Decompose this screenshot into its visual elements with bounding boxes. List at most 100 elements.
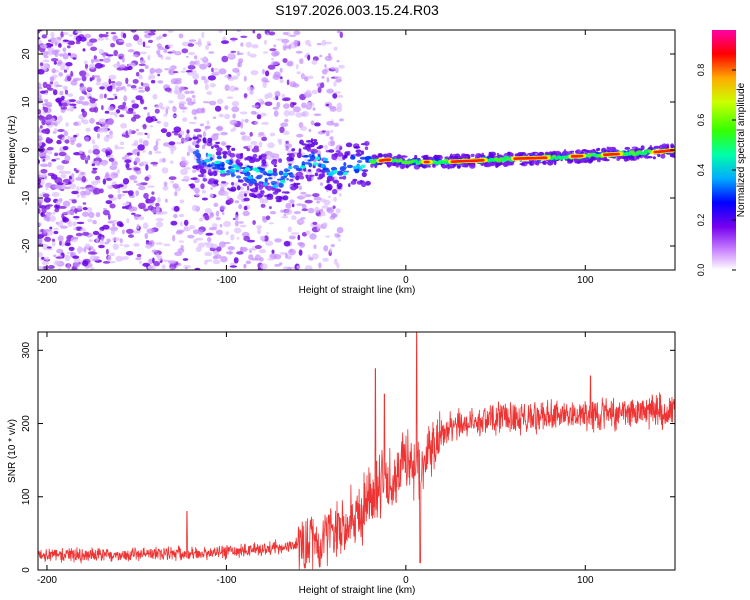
noise-blob (304, 199, 313, 204)
noise-blob (245, 41, 253, 48)
noise-blob (248, 248, 256, 251)
ridge-blob (669, 153, 674, 158)
noise-blob (60, 31, 64, 38)
noise-blob (322, 257, 329, 262)
noise-blob (279, 262, 283, 266)
ridge-blob (308, 153, 312, 158)
noise-blob (53, 61, 57, 65)
noise-blob (280, 122, 289, 127)
ridge-blob (261, 168, 266, 171)
noise-blob (258, 132, 265, 136)
noise-blob (125, 228, 134, 234)
spectrogram-x-label: Height of straight line (km) (299, 285, 416, 296)
noise-blob (334, 76, 343, 80)
ridge-blob (341, 166, 347, 170)
noise-blob (127, 190, 134, 197)
noise-blob (249, 90, 254, 96)
noise-blob (192, 229, 200, 235)
noise-blob (325, 130, 330, 136)
noise-blob (99, 59, 104, 62)
noise-blob (80, 171, 85, 175)
ridge-blob (318, 173, 323, 179)
noise-blob (311, 253, 319, 260)
noise-blob (316, 224, 320, 231)
noise-blob (224, 113, 230, 120)
noise-blob (293, 30, 301, 36)
ridge-blob (207, 137, 213, 144)
noise-blob (192, 98, 196, 103)
ridge-blob (354, 168, 358, 174)
noise-blob (127, 49, 135, 53)
noise-blob (135, 95, 143, 101)
noise-blob (211, 134, 219, 141)
noise-blob (183, 227, 191, 232)
ridge-blob (246, 185, 250, 191)
noise-blob (150, 161, 159, 165)
noise-blob (91, 170, 97, 174)
ridge-blob (601, 147, 607, 153)
noise-blob (186, 129, 190, 134)
noise-blob (72, 215, 80, 219)
x-tick-label: 0 (403, 575, 409, 586)
noise-blob (287, 60, 294, 67)
ridge-blob (400, 155, 407, 158)
noise-blob (317, 86, 322, 94)
noise-blob (138, 216, 145, 221)
spectrogram-marks (38, 30, 675, 270)
ridge-blob (344, 151, 349, 157)
noise-blob (84, 33, 92, 39)
noise-blob (339, 31, 343, 39)
ridge-blob (195, 149, 200, 155)
noise-blob (310, 120, 315, 126)
noise-blob (223, 241, 231, 245)
noise-blob (108, 194, 114, 199)
noise-blob (149, 240, 155, 247)
noise-blob (62, 217, 69, 223)
noise-blob (134, 215, 140, 221)
ridge-core (219, 170, 226, 174)
noise-blob (185, 133, 190, 140)
noise-blob (179, 106, 187, 110)
noise-blob (311, 59, 318, 65)
ridge-core (225, 159, 230, 164)
noise-blob (239, 224, 247, 228)
ridge-blob (199, 166, 203, 171)
noise-blob (199, 217, 204, 222)
noise-blob (92, 75, 101, 78)
noise-blob (95, 81, 102, 86)
ridge-blob (212, 170, 218, 177)
noise-blob (104, 93, 107, 99)
noise-blob (333, 46, 338, 51)
noise-blob (38, 135, 43, 142)
noise-blob (74, 208, 78, 214)
noise-blob (83, 246, 87, 253)
noise-blob (217, 98, 224, 105)
noise-blob (230, 234, 235, 241)
noise-blob (38, 185, 43, 188)
noise-blob (243, 235, 251, 242)
noise-blob (50, 31, 55, 38)
ridge-blob (395, 162, 400, 168)
noise-blob (114, 95, 118, 100)
ridge-blob (278, 158, 283, 164)
ridge-blob (274, 188, 278, 193)
noise-blob (122, 178, 130, 185)
noise-blob (197, 40, 202, 47)
noise-blob (326, 88, 334, 94)
noise-blob (254, 121, 259, 124)
noise-blob (201, 31, 205, 39)
ridge-blob (531, 151, 539, 154)
noise-blob (243, 205, 248, 211)
noise-blob (144, 65, 149, 69)
x-tick-label: 100 (577, 575, 594, 586)
x-tick-label: -100 (216, 575, 236, 586)
noise-blob (181, 48, 189, 54)
ridge-blob (350, 155, 356, 160)
ridge-core (282, 172, 288, 177)
noise-blob (243, 197, 250, 202)
noise-blob (216, 246, 222, 252)
noise-blob (104, 128, 108, 133)
noise-blob (67, 75, 72, 82)
noise-blob (98, 33, 104, 38)
ridge-blob (329, 176, 335, 182)
